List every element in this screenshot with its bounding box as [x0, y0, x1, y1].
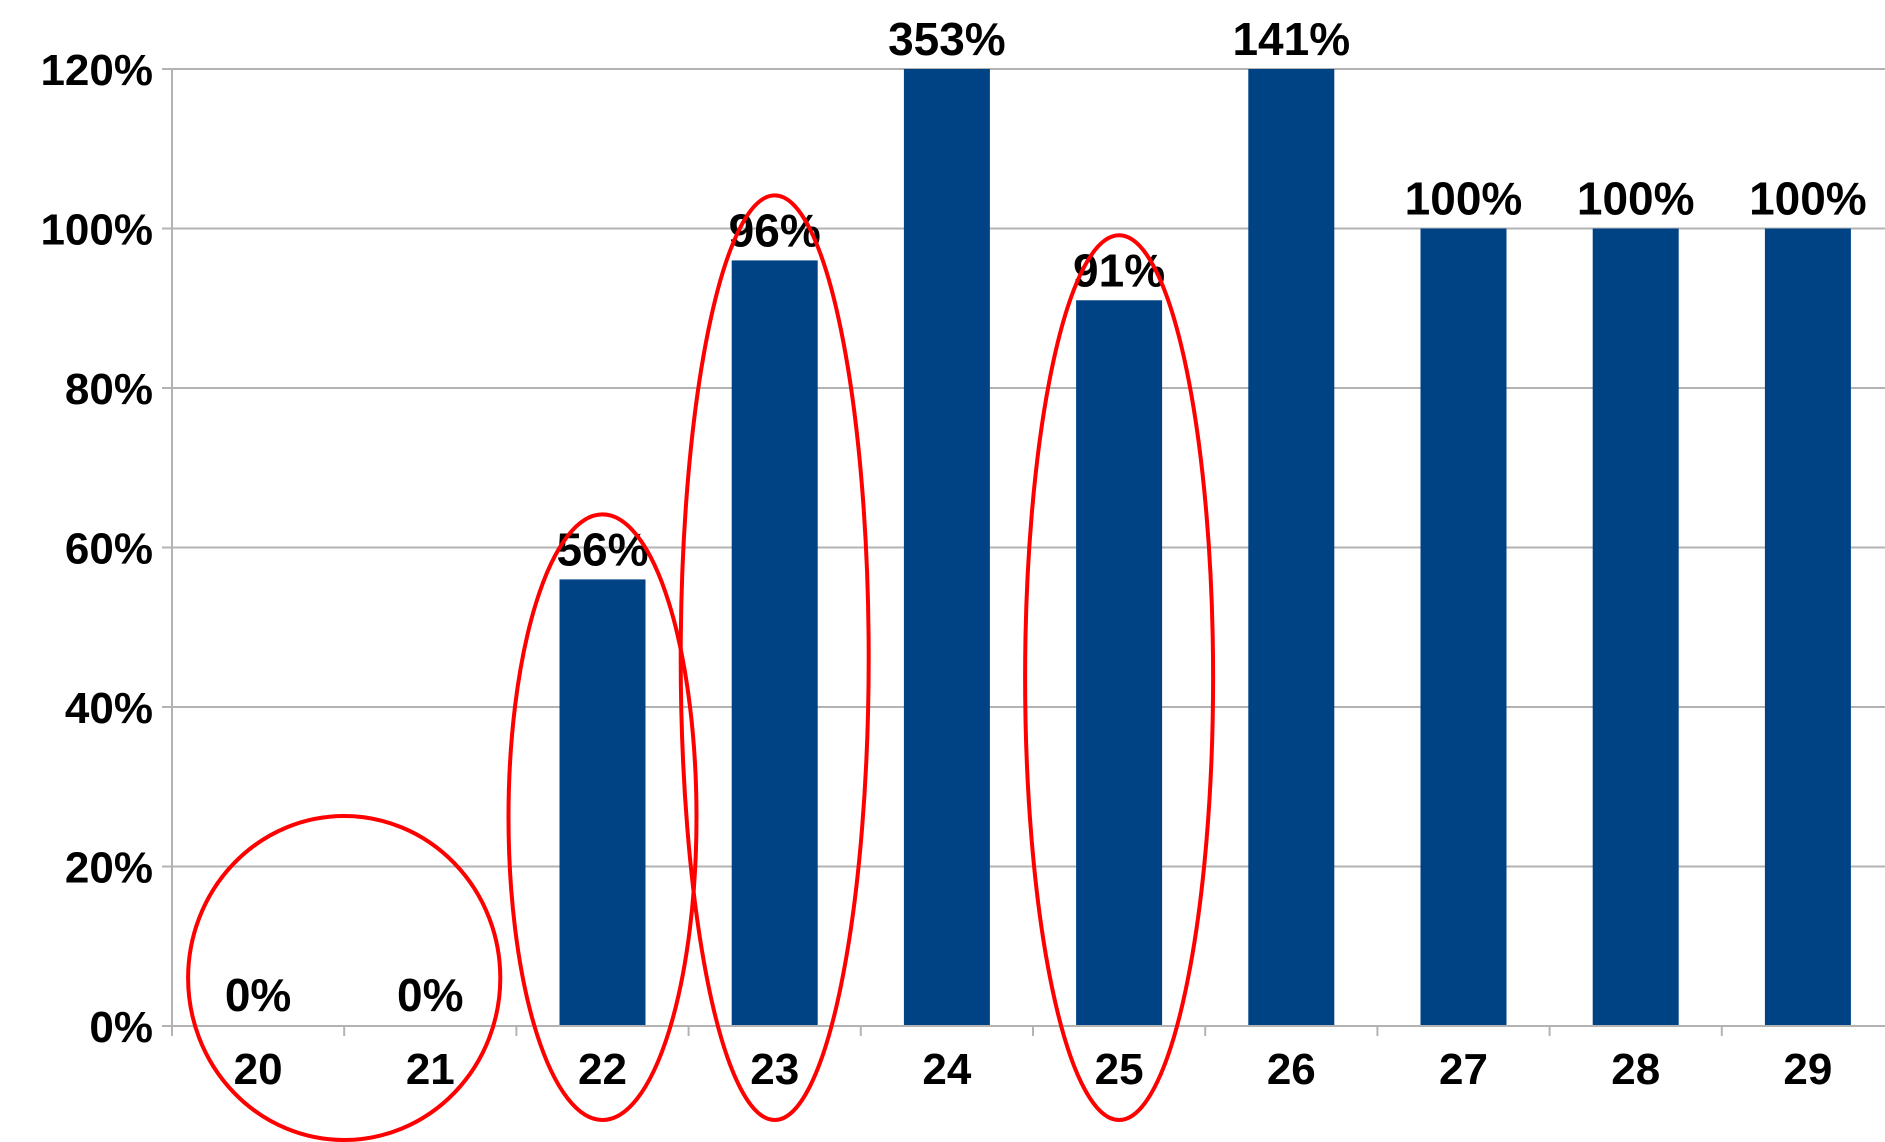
- x-tick-label: 20: [234, 1045, 283, 1094]
- y-tick-label: 80%: [65, 365, 153, 414]
- data-label: 100%: [1749, 173, 1867, 225]
- x-tick-label: 21: [406, 1045, 455, 1094]
- x-tick-label: 29: [1783, 1045, 1832, 1094]
- x-tick-label: 22: [578, 1045, 627, 1094]
- data-label: 353%: [888, 13, 1006, 65]
- data-labels: 0% 0%56%96%353%91%141%100% 100% 100%: [225, 13, 1867, 1021]
- bar: [559, 579, 646, 1026]
- y-tick-label: 60%: [65, 525, 153, 574]
- bar: [1420, 228, 1507, 1026]
- x-tick-label: 23: [750, 1045, 799, 1094]
- data-label: 0%: [397, 969, 463, 1021]
- bar: [1248, 69, 1335, 1026]
- x-axis: [171, 1025, 1885, 1036]
- x-tick-label: 27: [1439, 1045, 1488, 1094]
- y-tick-label: 0%: [89, 1003, 153, 1052]
- highlight-ellipse: [678, 193, 871, 1122]
- bar: [1764, 228, 1851, 1026]
- y-tick-label: 100%: [40, 206, 153, 255]
- bars: [559, 69, 1851, 1026]
- x-tick-label: 28: [1611, 1045, 1660, 1094]
- data-label: 96%: [729, 204, 821, 256]
- highlight-ellipse: [186, 814, 503, 1142]
- y-axis-labels: 0% 20% 40% 60% 80% 100% 120%: [40, 46, 153, 1052]
- y-tick-label: 120%: [40, 46, 153, 95]
- bar: [1592, 228, 1679, 1026]
- bar: [1076, 300, 1163, 1026]
- data-label: 100%: [1405, 173, 1523, 225]
- data-label: 0%: [225, 969, 291, 1021]
- highlight-ellipses: [186, 193, 1216, 1142]
- highlight-ellipse: [1023, 233, 1216, 1122]
- x-tick-label: 25: [1095, 1045, 1144, 1094]
- x-axis-labels: 20 21 22 23 24 25 26 27 28 29: [234, 1045, 1833, 1094]
- x-tick-label: 24: [922, 1045, 971, 1094]
- x-tick-label: 26: [1267, 1045, 1316, 1094]
- y-tick-label: 20%: [65, 844, 153, 893]
- highlight-ellipse: [506, 512, 699, 1122]
- data-label: 91%: [1073, 244, 1165, 296]
- data-label: 141%: [1232, 13, 1350, 65]
- data-label: 100%: [1577, 173, 1695, 225]
- bar: [903, 69, 990, 1026]
- y-tick-label: 40%: [65, 684, 153, 733]
- bar: [731, 260, 818, 1026]
